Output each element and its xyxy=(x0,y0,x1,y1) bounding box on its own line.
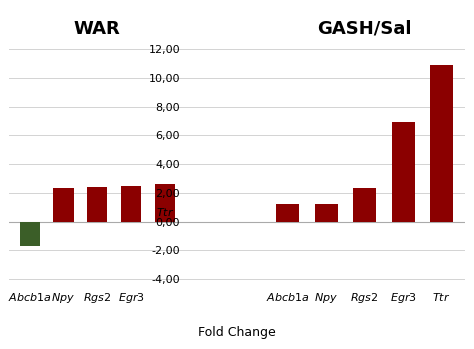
Title: GASH/Sal: GASH/Sal xyxy=(318,20,412,38)
Bar xyxy=(155,184,175,222)
Bar xyxy=(430,65,453,222)
Text: $\it{Ttr}$: $\it{Ttr}$ xyxy=(155,206,174,218)
Bar xyxy=(315,203,338,222)
Bar xyxy=(54,188,73,222)
Bar xyxy=(353,188,376,222)
Bar xyxy=(87,187,108,222)
Bar xyxy=(392,122,415,222)
Title: WAR: WAR xyxy=(74,20,121,38)
Bar xyxy=(19,222,40,246)
Bar xyxy=(121,186,141,222)
Text: Fold Change: Fold Change xyxy=(198,326,276,339)
Bar xyxy=(276,204,300,222)
